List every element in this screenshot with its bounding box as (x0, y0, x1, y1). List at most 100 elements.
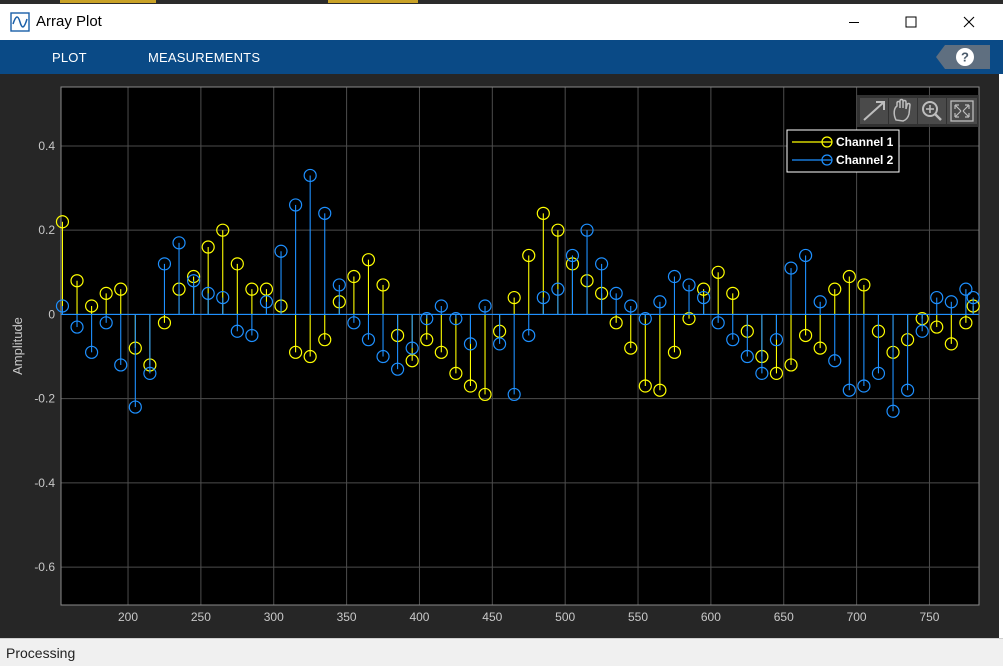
close-button[interactable] (946, 4, 992, 40)
stem-marker (376, 349, 390, 364)
stem-marker (565, 248, 580, 263)
x-tick-label: 350 (337, 610, 357, 624)
zoom-in-icon[interactable] (918, 98, 946, 124)
stem-marker (682, 278, 696, 292)
maximize-icon (905, 16, 917, 28)
stem-marker (405, 341, 419, 355)
stem-marker (915, 324, 929, 338)
x-tick-label: 200 (118, 610, 138, 624)
stem-marker (493, 337, 507, 351)
stem-marker (784, 261, 798, 275)
stem-marker (857, 379, 871, 393)
legend-label-channel-2: Channel 2 (836, 153, 894, 167)
stem-marker (449, 366, 463, 380)
y-axis-label: Amplitude (10, 317, 25, 375)
stem-marker (230, 324, 244, 338)
array-plot-chart[interactable]: 200 250 300 350 400 450 500 550 600 650 700 750 0.4 0… (0, 74, 1003, 638)
stem-marker (434, 345, 448, 359)
stem-marker (507, 387, 521, 402)
stem-marker (114, 358, 128, 372)
stem-marker (522, 328, 536, 343)
top-border (0, 0, 1003, 4)
stem-marker (711, 316, 725, 330)
stem-marker (726, 286, 740, 300)
stem-marker (128, 400, 142, 414)
y-tick-label: 0.4 (38, 139, 55, 153)
x-tick-label: 250 (191, 610, 211, 624)
taskbar-accent (60, 0, 156, 3)
axes-frame (60, 86, 980, 606)
stem-marker (696, 282, 711, 296)
stem-marker (157, 257, 172, 271)
stem-marker (798, 328, 813, 343)
stem-marker (420, 333, 434, 347)
x-tick-label: 400 (409, 610, 429, 624)
y-tick-label: -0.6 (34, 560, 55, 574)
stem-marker (828, 282, 842, 296)
stem-marker (376, 278, 390, 292)
stem-marker (667, 345, 682, 359)
stem-marker (434, 299, 448, 313)
legend[interactable]: Channel 1 Channel 2 (786, 129, 900, 173)
help-button[interactable]: ? (935, 44, 991, 70)
stem-marker (420, 312, 434, 326)
pan-icon[interactable] (889, 98, 917, 124)
series-2 (55, 168, 980, 418)
stem-marker (551, 282, 565, 296)
stem-marker (653, 295, 667, 309)
stem-marker (930, 290, 944, 305)
taskbar-accent (328, 0, 418, 3)
stem-marker (638, 379, 652, 393)
stem-marker (857, 278, 871, 292)
stem-marker (842, 383, 856, 397)
stem-marker (187, 274, 201, 288)
tab-plot[interactable]: PLOT (52, 50, 87, 65)
stem-marker (609, 286, 623, 300)
x-tick-label: 450 (482, 610, 502, 624)
stem-marker (726, 333, 740, 347)
stem-marker (624, 341, 638, 355)
tab-measurements[interactable]: MEASUREMENTS (148, 50, 261, 65)
stem-marker (332, 278, 346, 292)
legend-entry-channel-1: Channel 1 (792, 135, 894, 149)
stem-marker (667, 269, 682, 284)
title-bar[interactable]: Array Plot (0, 4, 1003, 40)
x-tick-label: 750 (919, 610, 939, 624)
stem-marker (245, 328, 259, 343)
stem-marker (769, 333, 784, 347)
stem-marker (740, 349, 754, 364)
stem-marker (216, 223, 230, 237)
stem-marker (653, 383, 667, 397)
toolstrip: PLOT MEASUREMENTS ? (0, 40, 1003, 74)
data-cursor-icon[interactable] (860, 98, 888, 124)
stem-marker (463, 337, 478, 351)
autoscale-icon[interactable] (947, 98, 977, 124)
stem-marker (201, 240, 215, 254)
stem-marker (143, 366, 157, 380)
minimize-button[interactable] (831, 4, 877, 40)
y-tick-label: -0.4 (34, 476, 55, 490)
stem-marker (172, 236, 186, 250)
stem-marker (696, 290, 711, 305)
maximize-button[interactable] (888, 4, 934, 40)
y-tick-label: 0.2 (38, 223, 55, 237)
figure-edge (999, 74, 1003, 638)
stem-marker (259, 295, 274, 309)
x-tick-label: 700 (847, 610, 867, 624)
stem-marker (84, 345, 99, 359)
stem-marker (157, 316, 172, 330)
stem-marker (318, 333, 332, 347)
axes-toolbar (857, 95, 979, 127)
stem-series (55, 168, 980, 418)
stem-marker (361, 253, 376, 267)
stem-marker (798, 248, 813, 263)
stem-marker (70, 320, 84, 334)
stem-marker (711, 265, 725, 279)
stem-marker (114, 282, 128, 296)
stem-marker (769, 366, 784, 380)
stem-marker (813, 341, 827, 355)
stem-marker (624, 299, 638, 313)
stem-marker (99, 316, 113, 330)
stem-marker (930, 320, 944, 334)
stem-marker (886, 404, 900, 418)
